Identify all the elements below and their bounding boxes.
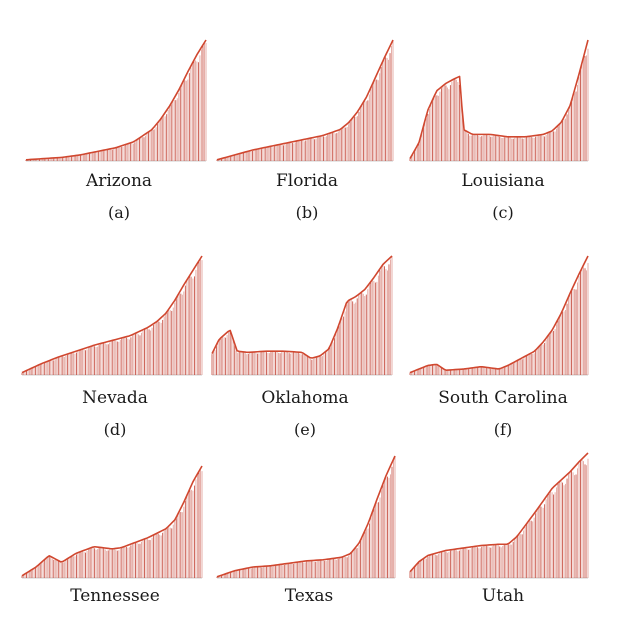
panel-arizona (25, 39, 207, 162)
panel-louisiana (409, 39, 589, 162)
panel-title-louisiana: Louisiana (461, 171, 545, 191)
trend-line (21, 255, 203, 374)
panel-title-tennessee: Tennessee (70, 586, 160, 606)
trend-line (21, 465, 203, 577)
panel-title-texas: Texas (284, 586, 334, 606)
panel-south-carolina (409, 255, 589, 376)
panel-utah (409, 452, 589, 579)
panel-title-nevada: Nevada (82, 388, 148, 408)
panel-oklahoma (211, 255, 393, 376)
trend-line (216, 455, 396, 578)
panel-florida (216, 39, 394, 162)
trend-line (409, 452, 589, 573)
panel-title-florida: Florida (275, 171, 339, 191)
panel-sublabel-c: (c) (492, 203, 514, 222)
panel-title-oklahoma: Oklahoma (261, 388, 349, 408)
panel-texas (216, 455, 396, 579)
trend-line (409, 255, 589, 374)
panel-nevada (21, 255, 203, 376)
panel-title-arizona: Arizona (85, 171, 153, 191)
panel-sublabel-b: (b) (295, 203, 319, 222)
trend-line (25, 39, 207, 161)
trend-line (409, 39, 589, 159)
panel-sublabel-d: (d) (103, 420, 127, 439)
panel-sublabel-e: (e) (294, 420, 316, 439)
trend-line (211, 255, 393, 359)
panel-sublabel-a: (a) (107, 203, 131, 222)
panel-title-utah: Utah (481, 586, 525, 606)
panel-sublabel-f: (f) (493, 420, 513, 439)
panel-title-south-carolina: South Carolina (438, 388, 568, 408)
trend-line (216, 39, 394, 161)
panel-tennessee (21, 465, 203, 579)
